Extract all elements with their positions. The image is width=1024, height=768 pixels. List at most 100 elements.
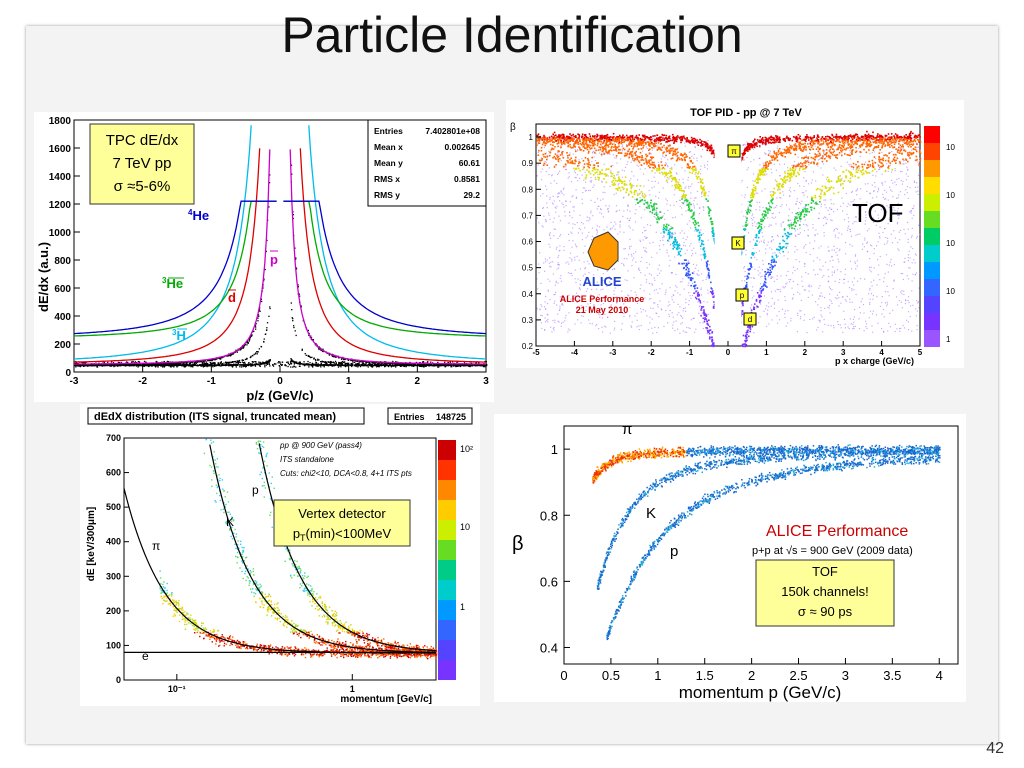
- data-point: [214, 365, 216, 367]
- data-point: [278, 361, 280, 363]
- data-point: [226, 362, 228, 364]
- data-point: [291, 359, 293, 361]
- data-point: [850, 191, 853, 194]
- data-point: [258, 348, 260, 350]
- data-point: [380, 364, 382, 366]
- data-point: [626, 217, 629, 220]
- data-point: [872, 221, 875, 223]
- data-point: [570, 252, 572, 254]
- data-point: [800, 310, 802, 312]
- data-point: [124, 364, 126, 366]
- data-point: [307, 363, 310, 365]
- data-point: [419, 365, 422, 367]
- data-point: [906, 319, 908, 321]
- data-point: [658, 264, 660, 266]
- data-point: [636, 319, 638, 321]
- data-point: [312, 363, 314, 365]
- data-point: [375, 363, 377, 365]
- expectation-curve: [283, 200, 487, 335]
- data-point: [583, 261, 585, 263]
- data-point: [700, 165, 702, 167]
- data-point: [579, 279, 581, 282]
- data-point: [122, 364, 124, 366]
- data-point: [210, 361, 212, 364]
- data-point: [163, 363, 165, 366]
- data-point: [394, 364, 396, 367]
- data-point: [866, 190, 868, 192]
- data-point: [96, 365, 98, 367]
- data-point: [111, 361, 113, 363]
- data-point: [403, 364, 405, 366]
- data-point: [747, 223, 749, 225]
- data-point: [682, 278, 684, 280]
- data-point: [829, 293, 831, 295]
- data-point: [644, 168, 646, 170]
- data-point: [457, 364, 459, 367]
- data-point: [126, 361, 128, 363]
- data-point: [886, 211, 888, 213]
- data-point: [433, 363, 435, 365]
- data-point: [597, 205, 599, 208]
- data-point: [573, 298, 575, 300]
- data-point: [411, 365, 413, 367]
- data-point: [636, 302, 639, 305]
- data-point: [251, 354, 254, 357]
- data-point: [299, 363, 301, 365]
- data-point: [226, 364, 228, 366]
- data-point: [479, 364, 482, 367]
- data-point: [575, 245, 577, 247]
- data-point: [648, 298, 650, 300]
- data-point: [163, 366, 165, 368]
- data-point: [801, 276, 803, 278]
- data-point: [155, 361, 157, 363]
- data-point: [78, 365, 80, 367]
- data-point: [625, 307, 627, 309]
- data-point: [822, 163, 825, 165]
- data-point: [831, 203, 833, 205]
- data-point: [657, 327, 659, 329]
- data-point: [291, 361, 293, 363]
- data-point: [899, 171, 902, 173]
- data-point: [872, 295, 874, 297]
- data-point: [116, 364, 118, 366]
- data-point: [758, 241, 760, 243]
- data-point: [581, 315, 583, 317]
- data-point: [323, 364, 325, 367]
- data-point: [303, 364, 305, 366]
- data-point: [892, 196, 894, 198]
- data-point: [706, 164, 709, 166]
- data-point: [695, 328, 697, 330]
- data-point: [797, 291, 799, 293]
- data-point: [911, 290, 913, 292]
- data-point: [553, 326, 555, 329]
- data-point: [782, 286, 784, 288]
- data-point: [138, 364, 140, 366]
- data-point: [251, 334, 253, 336]
- data-point: [911, 262, 913, 264]
- data-point: [254, 365, 257, 367]
- data-point: [392, 364, 394, 366]
- data-point: [820, 203, 822, 205]
- data-point: [877, 214, 879, 216]
- data-point: [745, 216, 747, 218]
- data-point: [582, 306, 584, 308]
- data-point: [236, 360, 238, 362]
- data-point: [233, 352, 235, 354]
- data-point: [836, 298, 838, 300]
- data-point: [640, 284, 642, 286]
- data-point: [363, 363, 366, 365]
- data-point: [777, 235, 779, 237]
- data-point: [373, 364, 375, 367]
- data-point: [379, 364, 382, 366]
- data-point: [325, 362, 327, 365]
- data-point: [108, 365, 110, 367]
- data-point: [683, 307, 685, 310]
- data-point: [367, 366, 369, 368]
- data-point: [266, 363, 268, 365]
- data-point: [812, 171, 815, 173]
- data-point: [386, 364, 388, 367]
- data-point: [557, 282, 559, 284]
- data-point: [353, 361, 355, 363]
- data-point: [559, 305, 561, 307]
- data-point: [217, 362, 219, 364]
